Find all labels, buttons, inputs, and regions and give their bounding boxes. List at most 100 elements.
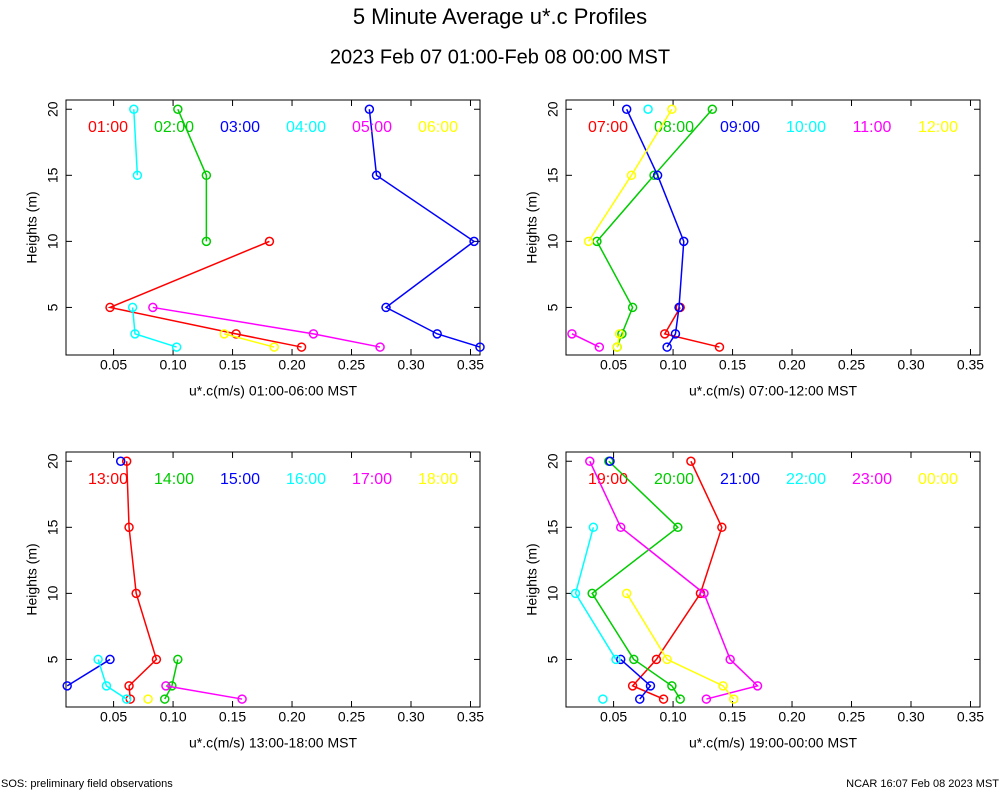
profile-point xyxy=(101,681,112,691)
y-axis-label: Heights (m) xyxy=(24,191,40,263)
y-tick-label: 15 xyxy=(545,167,561,183)
x-tick-label: 0.05 xyxy=(100,709,127,725)
footer-left: SOS: preliminary field observations xyxy=(1,778,173,790)
profile-point xyxy=(475,342,485,352)
y-tick-label: 15 xyxy=(45,519,61,535)
profile-point xyxy=(725,654,735,665)
profile-point xyxy=(296,342,307,352)
profile-point xyxy=(469,236,479,247)
profile-point xyxy=(583,236,594,247)
profile-point xyxy=(686,456,696,466)
legend-label: 06:00 xyxy=(418,119,458,136)
plot-frame xyxy=(565,451,981,708)
x-tick-label: 0.05 xyxy=(100,357,127,373)
legend-label: 16:00 xyxy=(286,471,326,488)
y-tick-label: 10 xyxy=(45,233,61,249)
y-tick-label: 10 xyxy=(45,585,61,601)
profile-point xyxy=(132,170,143,181)
profile-point xyxy=(201,170,212,181)
profile-point xyxy=(173,104,183,114)
x-tick-label: 0.20 xyxy=(778,709,805,725)
profile-point xyxy=(643,104,653,114)
profile-point xyxy=(699,588,709,599)
x-tick-label: 0.10 xyxy=(159,709,186,725)
profile-point xyxy=(219,329,229,339)
profile-line xyxy=(626,592,735,700)
profile-point xyxy=(662,342,672,352)
y-axis-label: Heights (m) xyxy=(524,543,540,615)
profile-point xyxy=(611,654,621,665)
profile-line xyxy=(589,460,760,700)
x-axis-label: u*.c(m/s) 01:00-06:00 MST xyxy=(189,383,358,399)
profile-point xyxy=(308,329,319,339)
legend-label: 21:00 xyxy=(720,471,760,488)
legend-label: 03:00 xyxy=(220,119,260,136)
x-tick-label: 0.10 xyxy=(159,357,186,373)
y-tick-label: 15 xyxy=(545,519,561,535)
profile-point xyxy=(237,694,247,704)
x-tick-label: 0.20 xyxy=(778,357,805,373)
profile-point xyxy=(679,236,689,247)
profile-point xyxy=(269,342,279,352)
legend-label: 19:00 xyxy=(588,471,628,488)
x-tick-label: 0.15 xyxy=(219,357,246,373)
profile-point xyxy=(615,654,626,665)
profile-point xyxy=(621,588,632,599)
profile-line xyxy=(164,659,179,700)
profile-point xyxy=(93,654,103,665)
profile-point xyxy=(615,522,626,533)
y-axis-label: Heights (m) xyxy=(524,191,540,263)
x-tick-label: 0.25 xyxy=(838,357,865,373)
profile-line xyxy=(625,108,685,348)
profile-line xyxy=(631,460,723,700)
x-tick-label: 0.15 xyxy=(719,709,746,725)
legend-label: 07:00 xyxy=(588,119,628,136)
legend-label: 04:00 xyxy=(286,119,326,136)
profile-point xyxy=(629,654,639,665)
x-tick-label: 0.15 xyxy=(219,709,246,725)
y-axis-label: Heights (m) xyxy=(24,543,40,615)
profile-point xyxy=(673,522,683,533)
profile-point xyxy=(231,329,241,339)
profile-point xyxy=(585,456,595,466)
profile-point xyxy=(651,654,662,665)
profile-point xyxy=(645,681,656,691)
profile-point xyxy=(201,236,212,247)
profile-line xyxy=(177,108,208,242)
profile-point xyxy=(728,694,739,704)
profile-line xyxy=(152,306,381,348)
profile-point xyxy=(605,456,615,466)
plot-frame xyxy=(65,99,481,356)
x-tick-label: 0.30 xyxy=(897,709,924,725)
profile-line xyxy=(591,460,681,700)
legend-label: 22:00 xyxy=(786,471,826,488)
x-axis-label: u*.c(m/s) 19:00-00:00 MST xyxy=(689,735,858,751)
y-tick-label: 20 xyxy=(545,453,561,469)
y-tick-label: 20 xyxy=(45,453,61,469)
profile-point xyxy=(121,694,132,704)
legend-label: 13:00 xyxy=(88,471,128,488)
profile-point xyxy=(714,342,725,352)
profile-point xyxy=(364,104,375,114)
profile-point xyxy=(129,104,139,114)
x-tick-label: 0.25 xyxy=(338,357,365,373)
title: 5 Minute Average u*.c Profiles xyxy=(353,4,647,29)
x-axis-label: u*.c(m/s) 13:00-18:00 MST xyxy=(189,735,358,751)
x-tick-label: 0.25 xyxy=(338,709,365,725)
profile-point xyxy=(717,522,727,533)
profile-point xyxy=(667,681,677,691)
y-tick-label: 20 xyxy=(545,101,561,117)
profile-point xyxy=(718,681,728,691)
profile-point xyxy=(658,694,669,704)
legend-label: 09:00 xyxy=(720,119,760,136)
x-tick-label: 0.30 xyxy=(897,357,924,373)
profile-point xyxy=(752,681,763,691)
profile-point xyxy=(627,302,638,313)
profile-point xyxy=(105,654,115,665)
plot-frame xyxy=(565,99,981,356)
legend-label: 05:00 xyxy=(352,119,392,136)
x-tick-label: 0.30 xyxy=(397,357,424,373)
profile-line xyxy=(97,659,128,700)
profile-line xyxy=(571,333,600,348)
